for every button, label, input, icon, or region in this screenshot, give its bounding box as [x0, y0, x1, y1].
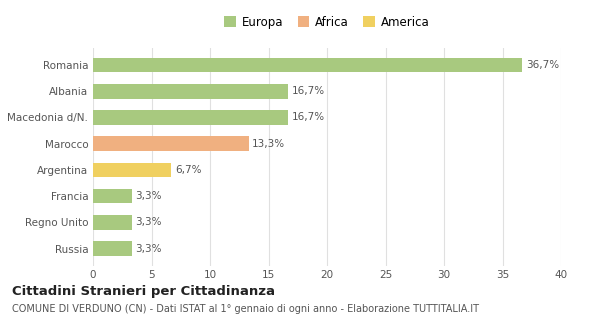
Text: 6,7%: 6,7%: [175, 165, 202, 175]
Bar: [93, 110, 289, 125]
Text: COMUNE DI VERDUNO (CN) - Dati ISTAT al 1° gennaio di ogni anno - Elaborazione TU: COMUNE DI VERDUNO (CN) - Dati ISTAT al 1…: [12, 304, 479, 314]
Bar: [93, 163, 172, 177]
Text: Cittadini Stranieri per Cittadinanza: Cittadini Stranieri per Cittadinanza: [12, 285, 275, 298]
Bar: [93, 215, 131, 229]
Bar: [93, 137, 248, 151]
Bar: [93, 58, 523, 72]
Bar: [93, 241, 131, 256]
Legend: Europa, Africa, America: Europa, Africa, America: [220, 11, 434, 33]
Bar: [93, 189, 131, 203]
Bar: [93, 84, 289, 99]
Text: 3,3%: 3,3%: [135, 191, 161, 201]
Text: 3,3%: 3,3%: [135, 217, 161, 227]
Text: 36,7%: 36,7%: [526, 60, 559, 70]
Text: 13,3%: 13,3%: [252, 139, 285, 149]
Text: 16,7%: 16,7%: [292, 113, 325, 123]
Text: 16,7%: 16,7%: [292, 86, 325, 96]
Text: 3,3%: 3,3%: [135, 244, 161, 253]
